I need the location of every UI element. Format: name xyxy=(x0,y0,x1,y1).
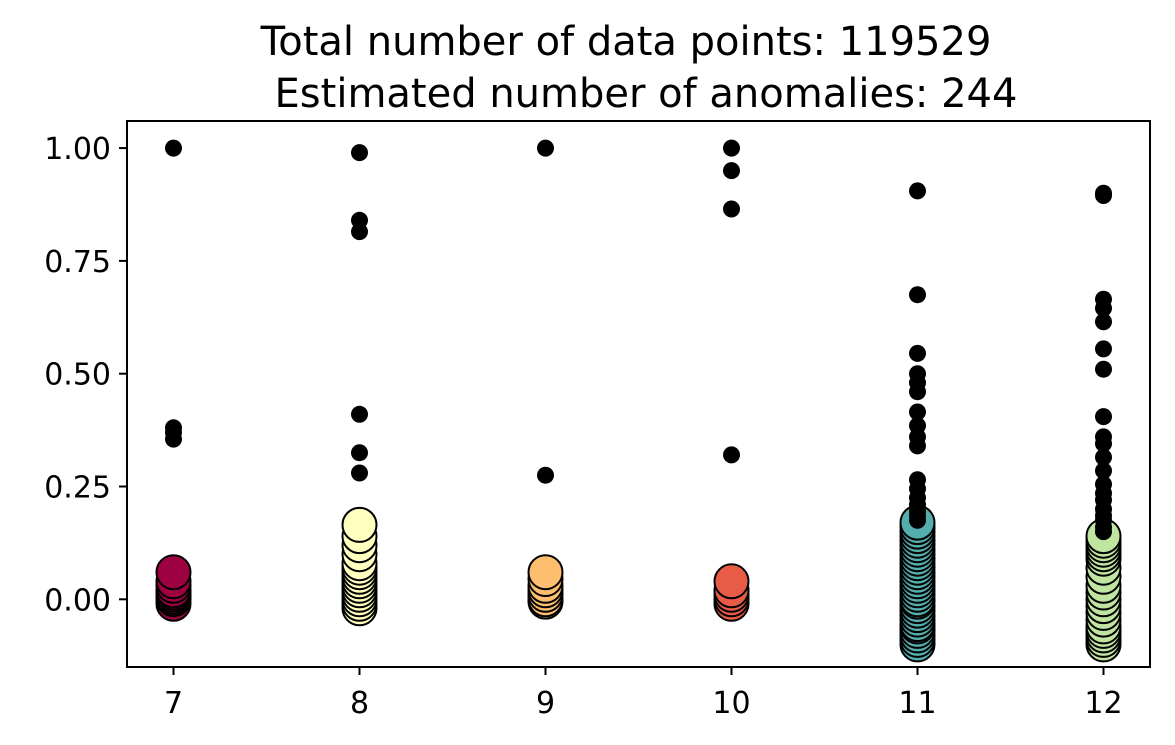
anomaly-point xyxy=(165,430,182,448)
data-points xyxy=(155,139,1122,663)
anomaly-point xyxy=(1095,408,1112,426)
anomaly-point xyxy=(351,464,368,482)
x-tick-label: 7 xyxy=(164,686,183,721)
anomaly-point xyxy=(351,405,368,423)
anomaly-point xyxy=(909,383,926,401)
y-tick-label: 0.75 xyxy=(44,245,111,280)
anomaly-point xyxy=(1095,187,1112,204)
x-tick-label: 12 xyxy=(1084,686,1122,721)
anomaly-point xyxy=(909,403,926,421)
anomaly-point xyxy=(1095,360,1112,378)
anomaly-point xyxy=(1095,313,1112,331)
anomaly-point xyxy=(723,139,740,157)
anomaly-point xyxy=(1095,435,1112,453)
anomaly-point xyxy=(351,144,368,162)
x-tick-label: 9 xyxy=(536,686,555,721)
anomaly-point xyxy=(723,446,740,464)
anomaly-point xyxy=(909,182,926,200)
y-tick-label: 0.00 xyxy=(44,583,111,618)
x-tick-label: 8 xyxy=(350,686,369,721)
anomaly-point xyxy=(1095,448,1112,466)
y-tick-label: 0.25 xyxy=(44,471,111,506)
anomaly-point xyxy=(1095,340,1112,358)
anomaly-point xyxy=(909,511,926,529)
anomaly-point xyxy=(537,139,554,157)
anomaly-point xyxy=(351,444,368,462)
anomaly-point xyxy=(1095,523,1112,541)
y-tick-label: 1.00 xyxy=(44,132,111,167)
anomaly-point xyxy=(537,466,554,484)
chart-title-line-2: Estimated number of anomalies: 244 xyxy=(275,71,1018,117)
anomaly-point xyxy=(723,200,740,218)
anomaly-point xyxy=(165,139,182,157)
normal-point xyxy=(713,563,750,600)
anomaly-point xyxy=(909,344,926,362)
normal-point xyxy=(527,554,564,591)
normal-point xyxy=(155,554,192,591)
anomaly-point xyxy=(1095,299,1112,317)
x-tick-label: 11 xyxy=(898,686,936,721)
anomaly-point xyxy=(909,437,926,455)
anomaly-point xyxy=(723,162,740,180)
y-tick-label: 0.50 xyxy=(44,358,111,393)
anomaly-point xyxy=(1095,462,1112,480)
axes: 7 8 9 10 11 12 0.00 0.25 0.50 0.75 1.00 xyxy=(44,132,1122,721)
x-tick-label: 10 xyxy=(712,686,750,721)
anomaly-point xyxy=(909,286,926,304)
normal-point xyxy=(341,506,378,543)
plot-frame xyxy=(126,120,1151,668)
anomaly-point xyxy=(351,223,368,241)
chart-title-line-1: Total number of data points: 119529 xyxy=(260,19,992,65)
